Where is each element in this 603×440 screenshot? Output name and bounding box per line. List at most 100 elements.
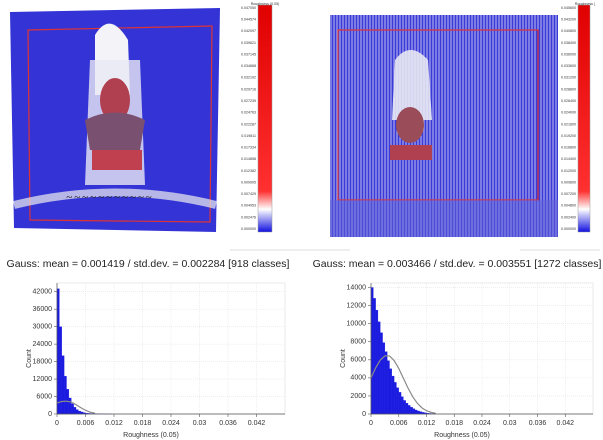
colorbar-label: 0.042097 [241,29,256,33]
x-axis-label: Roughness (0.05) [123,432,179,439]
chart-title: Gauss: mean = 0.001419 / std.dev. = 0.00… [7,258,290,270]
y-tick-label: 12000 [347,302,367,309]
colorbar-label: 0.012382 [241,169,256,173]
colorbar-label: 0.000000 [561,227,576,231]
colorbar-label: 0.026400 [561,99,576,103]
x-tick-label: 0.006 [390,420,408,427]
x-tick-label: 0.018 [445,420,463,427]
y-tick-label: 6000 [36,393,52,400]
colorbar-label: 0.047050 [241,6,256,10]
colorbar-label: 0.027239 [241,99,256,103]
colorbar-label: 0.012000 [561,169,576,173]
colorbar-label: 0.014400 [561,157,576,161]
y-tick-label: 24000 [33,341,53,348]
histogram-bar [391,375,395,415]
y-axis-label: Count [26,349,33,368]
colorbar-label: 0.043200 [561,18,576,22]
histogram-bar [377,321,381,415]
x-tick-label: 0.024 [162,420,180,427]
histogram-bar [73,407,77,415]
x-axis-label: Roughness (0.05) [434,432,490,439]
histogram-bar [382,342,386,415]
x-tick-label: 0.036 [529,420,547,427]
y-tick-label: 4000 [350,375,366,382]
y-tick-label: 14000 [347,284,367,291]
colorbar-label: 0.019200 [561,134,576,138]
colorbar-label: 0.017334 [241,146,256,150]
x-tick-label: 0.012 [418,420,436,427]
x-tick-label: 0 [369,420,373,427]
x-tick-label: 0.012 [105,420,123,427]
colorbar-label: 0.028800 [561,87,576,91]
colorbar-label: 0.002476 [241,215,256,219]
histogram-bar [398,392,402,415]
inscription: ~~~~~~~~~~~ [66,192,153,204]
colorbar-label: 0.016800 [561,146,576,150]
colorbar [577,4,591,233]
colorbar-label: 0.022287 [241,122,256,126]
y-tick-label: 10000 [347,320,367,327]
colorbar-label: 0.034668 [241,64,256,68]
histogram-bar [393,382,397,415]
histogram-bar [56,288,60,415]
chart-title: Gauss: mean = 0.003466 / std.dev. = 0.00… [313,258,602,270]
histogram-bar [75,409,79,415]
histogram-bar [396,387,399,415]
x-tick-label: 0.036 [219,420,237,427]
colorbar-label: 0.009905 [241,180,256,184]
plot-area [370,282,594,415]
colorbar-label: 0.002400 [561,215,576,219]
point-cloud-left: ~~~~~~~~~~~ [10,8,220,232]
x-tick-label: 0 [55,420,59,427]
colorbar-label: 0.037145 [241,52,256,56]
y-tick-label: 6000 [350,357,366,364]
histogram-bar [59,326,62,415]
x-tick-label: 0.006 [77,420,95,427]
x-tick-label: 0.03 [193,420,207,427]
histogram-bar [375,309,379,415]
y-tick-label: 8000 [350,339,366,346]
histogram-bar [380,332,383,415]
colorbar-label: 0.004800 [561,204,576,208]
y-tick-label: 42000 [33,289,53,296]
colorbar-label: 0.044574 [241,18,256,22]
x-tick-label: 0.03 [503,420,517,427]
y-tick-label: 36000 [33,306,53,313]
colorbar-label: 0.014858 [241,157,256,161]
colorbar-label: 0.045600 [561,6,576,10]
x-tick-label: 0.024 [473,420,491,427]
x-tick-label: 0.018 [134,420,152,427]
colorbar-label: 0.024763 [241,111,256,115]
histogram-bar [68,397,72,415]
colorbar-label: 0.029716 [241,87,256,91]
colorbar-label: 0.000000 [241,227,256,231]
colorbar-label: 0.033600 [561,64,576,68]
plot-area [56,282,286,415]
histogram-bar [400,396,404,415]
histogram-bar [405,403,409,415]
histogram-bar [417,410,420,415]
colorbar-title: Roughness ( [575,2,596,6]
y-axis-label: Count [340,349,347,368]
histogram-bar [414,409,418,415]
histogram-bar [71,403,74,415]
y-tick-label: 0 [362,411,366,418]
y-tick-label: 0 [48,411,52,418]
colorbar-label: 0.038400 [561,41,576,45]
colorbar-label: 0.024000 [561,111,576,115]
colorbar-label: 0.009600 [561,180,576,184]
histogram-bar [373,298,376,415]
gauss-curve [370,355,436,414]
histogram-bar [403,400,406,415]
y-tick-label: 30000 [33,324,53,331]
colorbar-label: 0.040800 [561,29,576,33]
x-tick-label: 0.042 [556,420,574,427]
histogram-bar [410,407,413,415]
gauss-curve [56,400,96,414]
colorbar-label: 0.007429 [241,192,256,196]
colorbar-label: 0.031200 [561,76,576,80]
histogram-bar [407,405,411,415]
histogram-bar [61,355,65,415]
colorbar-label: 0.039621 [241,41,256,45]
